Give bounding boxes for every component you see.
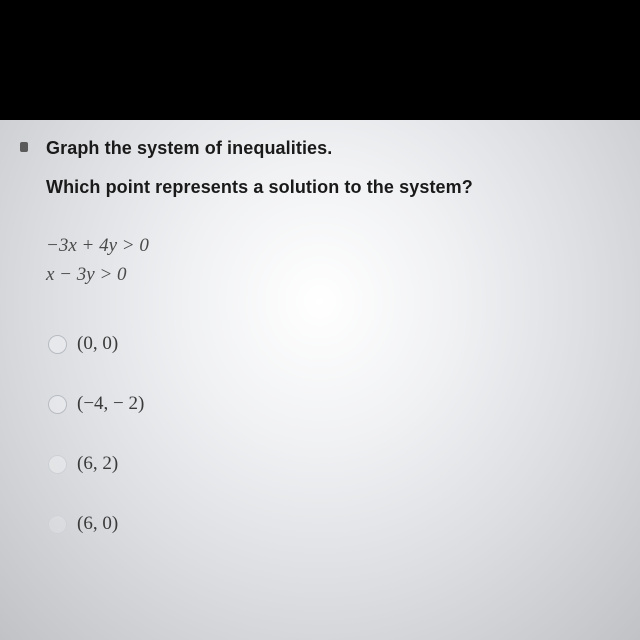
inequality-1: −3x + 4y > 0 [46,232,612,261]
inequality-2: x − 3y > 0 [46,261,612,290]
prompt-line-1: Graph the system of inequalities. [46,138,612,159]
question-page: Graph the system of inequalities. Which … [0,120,640,640]
answer-choices: (0, 0) (−4, − 2) (6, 2) (6, 0) [46,333,612,535]
choice-label: (6, 2) [77,453,118,475]
choice-b[interactable]: (−4, − 2) [48,393,612,415]
black-letterbox-top [0,0,640,120]
prompt-line-2: Which point represents a solution to the… [46,177,612,198]
choice-label: (6, 0) [77,513,118,535]
radio-icon[interactable] [48,515,67,534]
choice-a[interactable]: (0, 0) [48,333,612,355]
choice-d[interactable]: (6, 0) [48,513,612,535]
question-bullet-icon [20,142,28,152]
radio-icon[interactable] [48,455,67,474]
choice-label: (0, 0) [77,333,118,355]
inequality-system: −3x + 4y > 0 x − 3y > 0 [46,232,612,289]
choice-c[interactable]: (6, 2) [48,453,612,475]
radio-icon[interactable] [48,335,67,354]
radio-icon[interactable] [48,395,67,414]
choice-label: (−4, − 2) [77,393,144,415]
